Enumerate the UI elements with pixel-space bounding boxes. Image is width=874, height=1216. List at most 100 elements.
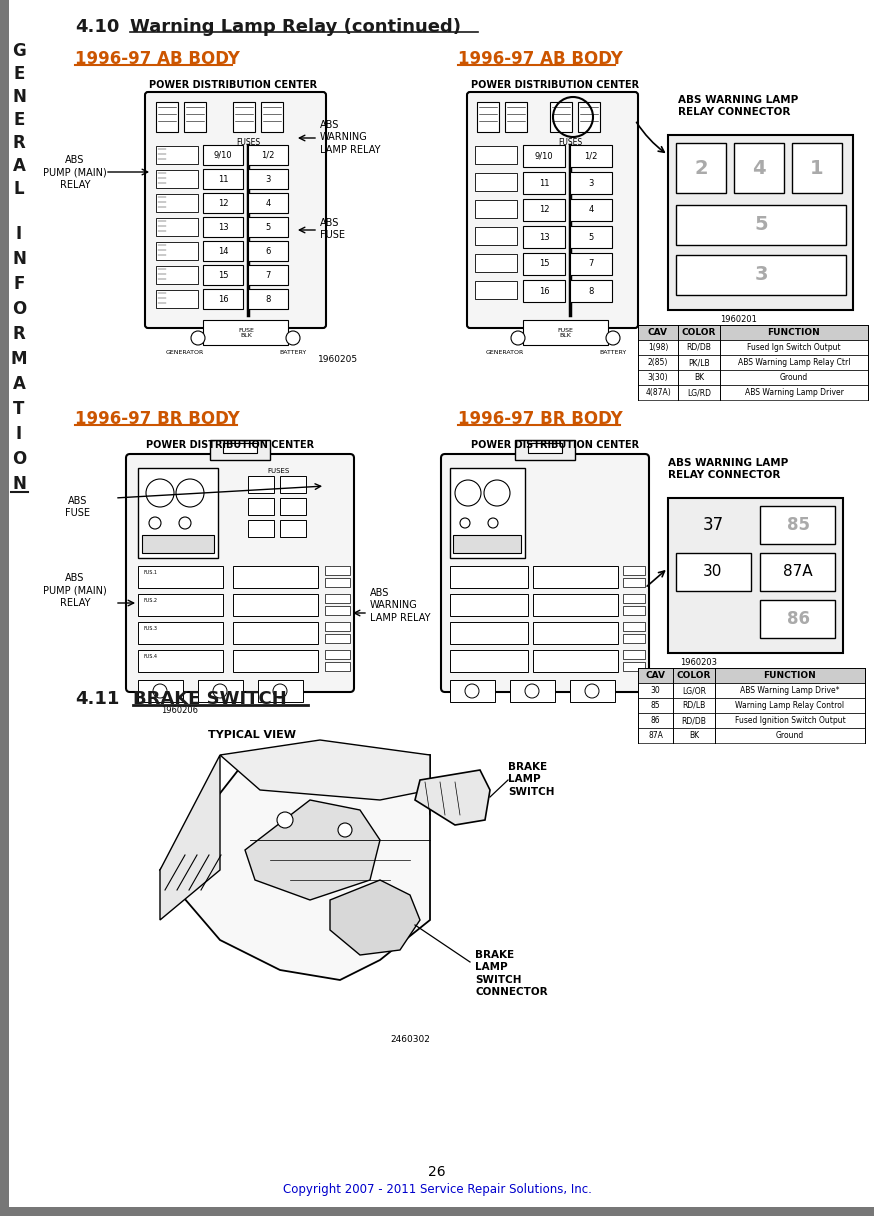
Bar bbox=[198, 680, 243, 702]
Text: G: G bbox=[12, 43, 26, 60]
Bar bbox=[638, 340, 868, 355]
Bar bbox=[638, 698, 865, 713]
Text: 1996-97 BR BODY: 1996-97 BR BODY bbox=[458, 410, 623, 428]
Text: CAV: CAV bbox=[646, 671, 665, 680]
Text: Fused Ignition Switch Output: Fused Ignition Switch Output bbox=[735, 716, 845, 725]
Bar bbox=[450, 623, 528, 644]
Text: 15: 15 bbox=[538, 259, 549, 269]
Bar bbox=[475, 254, 517, 272]
Text: 12: 12 bbox=[218, 198, 228, 208]
Bar bbox=[792, 143, 842, 193]
Bar bbox=[523, 320, 608, 345]
Bar bbox=[203, 265, 243, 285]
Circle shape bbox=[585, 683, 599, 698]
Circle shape bbox=[338, 823, 352, 837]
Bar bbox=[533, 623, 618, 644]
Bar bbox=[505, 102, 527, 133]
Text: BATTERY: BATTERY bbox=[280, 350, 307, 355]
Bar bbox=[638, 713, 865, 728]
Bar bbox=[638, 385, 868, 400]
Text: RD/DB: RD/DB bbox=[687, 343, 711, 351]
Bar bbox=[233, 623, 318, 644]
Bar bbox=[184, 102, 206, 133]
Bar bbox=[638, 325, 868, 340]
Bar bbox=[578, 102, 600, 133]
Text: 8: 8 bbox=[588, 287, 593, 295]
FancyBboxPatch shape bbox=[126, 454, 354, 692]
Bar bbox=[623, 578, 645, 587]
Text: 87A: 87A bbox=[783, 564, 813, 580]
Text: Warning Lamp Relay (continued): Warning Lamp Relay (continued) bbox=[130, 18, 461, 36]
Bar bbox=[475, 199, 517, 218]
Text: 1960205: 1960205 bbox=[318, 355, 358, 364]
Text: GENERATOR: GENERATOR bbox=[166, 350, 205, 355]
Bar bbox=[325, 606, 350, 615]
Bar bbox=[248, 145, 288, 165]
Bar bbox=[138, 651, 223, 672]
Bar bbox=[248, 241, 288, 261]
Bar bbox=[203, 289, 243, 309]
Text: 1/2: 1/2 bbox=[261, 151, 274, 159]
FancyBboxPatch shape bbox=[145, 92, 326, 328]
Polygon shape bbox=[330, 880, 420, 955]
Text: 1960201: 1960201 bbox=[720, 315, 757, 323]
Text: O: O bbox=[12, 300, 26, 319]
Bar bbox=[570, 199, 612, 221]
Bar bbox=[156, 170, 198, 188]
Text: 8: 8 bbox=[266, 294, 271, 304]
Bar bbox=[623, 651, 645, 659]
Bar bbox=[533, 593, 618, 617]
Text: ABS
FUSE: ABS FUSE bbox=[66, 496, 91, 518]
Text: F: F bbox=[13, 275, 24, 293]
Text: 3: 3 bbox=[266, 175, 271, 184]
Circle shape bbox=[525, 683, 539, 698]
Circle shape bbox=[277, 812, 293, 828]
Circle shape bbox=[191, 331, 205, 345]
Bar bbox=[138, 468, 218, 558]
Text: 4: 4 bbox=[588, 206, 593, 214]
Text: Warning Lamp Relay Control: Warning Lamp Relay Control bbox=[735, 700, 844, 710]
Text: 11: 11 bbox=[218, 175, 228, 184]
Bar bbox=[233, 102, 255, 133]
Bar bbox=[450, 565, 528, 589]
Bar bbox=[668, 135, 853, 310]
Circle shape bbox=[511, 331, 525, 345]
Bar bbox=[248, 475, 274, 492]
Bar bbox=[523, 226, 565, 248]
Polygon shape bbox=[220, 741, 430, 800]
Text: 5: 5 bbox=[754, 215, 768, 235]
Text: 7: 7 bbox=[588, 259, 593, 269]
Bar bbox=[668, 499, 843, 653]
Polygon shape bbox=[415, 770, 490, 824]
Circle shape bbox=[176, 479, 204, 507]
Bar bbox=[325, 634, 350, 643]
Text: E: E bbox=[13, 64, 24, 83]
Bar bbox=[623, 593, 645, 603]
Circle shape bbox=[465, 683, 479, 698]
Bar bbox=[233, 651, 318, 672]
Bar bbox=[0, 1207, 874, 1216]
Bar bbox=[623, 606, 645, 615]
Text: ABS WARNING LAMP
RELAY CONNECTOR: ABS WARNING LAMP RELAY CONNECTOR bbox=[668, 458, 788, 480]
Bar bbox=[156, 102, 178, 133]
Bar bbox=[280, 499, 306, 516]
Text: COLOR: COLOR bbox=[676, 671, 711, 680]
Text: 5: 5 bbox=[588, 232, 593, 242]
Text: ABS Warning Lamp Driver: ABS Warning Lamp Driver bbox=[745, 388, 843, 396]
Text: BRAKE SWITCH: BRAKE SWITCH bbox=[133, 689, 287, 708]
Text: 4.10: 4.10 bbox=[75, 18, 120, 36]
Text: ABS Warning Lamp Relay Ctrl: ABS Warning Lamp Relay Ctrl bbox=[738, 358, 850, 367]
Bar bbox=[515, 440, 575, 460]
Polygon shape bbox=[160, 755, 220, 921]
Text: ABS
PUMP (MAIN)
RELAY: ABS PUMP (MAIN) RELAY bbox=[43, 573, 107, 608]
Bar bbox=[248, 193, 288, 213]
Text: 1996-97 AB BODY: 1996-97 AB BODY bbox=[75, 50, 239, 68]
Bar bbox=[325, 623, 350, 631]
Bar bbox=[676, 553, 751, 591]
Text: Copyright 2007 - 2011 Service Repair Solutions, Inc.: Copyright 2007 - 2011 Service Repair Sol… bbox=[282, 1183, 592, 1197]
Bar bbox=[533, 565, 618, 589]
Bar bbox=[261, 102, 283, 133]
Text: 9/10: 9/10 bbox=[213, 151, 232, 159]
Bar bbox=[528, 443, 562, 454]
FancyBboxPatch shape bbox=[467, 92, 638, 328]
